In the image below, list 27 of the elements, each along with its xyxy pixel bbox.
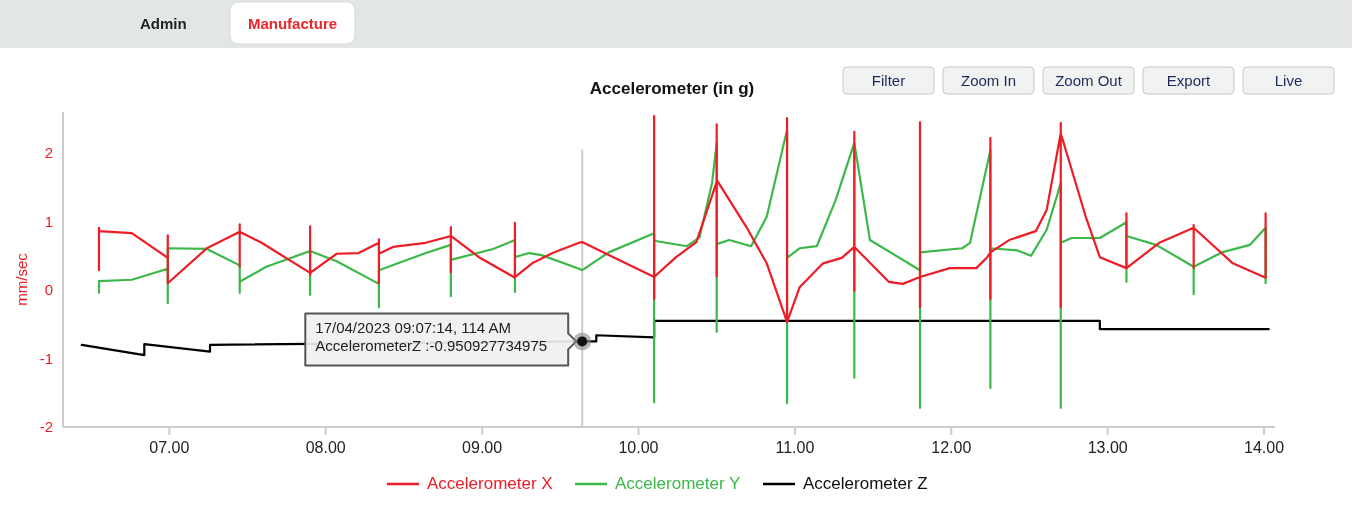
annotation: 17/04/2023 09:07:14, 114 AM AccelerometerZ :-0.950927734975 (315, 319, 548, 355)
text: Zoom Out (1055, 72, 1123, 89)
x-tick-label: 09.00 (462, 439, 503, 456)
text: Filter (871, 72, 906, 89)
text: Admin (140, 15, 187, 32)
y-axis-title: mm/sec (13, 252, 30, 306)
y-tick-label: 1 (44, 212, 53, 230)
text: Export (1166, 72, 1211, 89)
chart-title: Accelerometer (in g) (589, 79, 755, 98)
y-tick-label: -2 (39, 418, 53, 435)
x-tick-label: 07.00 (149, 439, 190, 456)
legend-label: Accelerometer X (427, 474, 553, 493)
x-tick-label: 10.00 (618, 439, 659, 456)
y-tick-label: 2 (44, 144, 53, 162)
x-tick-label: 14.00 (1244, 439, 1285, 456)
line-series (97, 115, 1267, 324)
x-tick-label: 13.00 (1087, 439, 1128, 456)
y-tick-label: 0 (44, 281, 53, 299)
text: Zoom In (960, 72, 1017, 89)
x-tick-label: 08.00 (305, 439, 346, 456)
legend-label: Accelerometer Y (615, 474, 741, 493)
text: Live (1274, 72, 1303, 89)
text: Manufacture (247, 15, 338, 32)
legend-label: Accelerometer Z (803, 474, 928, 493)
y-tick-label: -1 (39, 349, 53, 367)
x-tick-label: 11.00 (775, 439, 815, 456)
x-tick-label: 12.00 (931, 439, 972, 456)
